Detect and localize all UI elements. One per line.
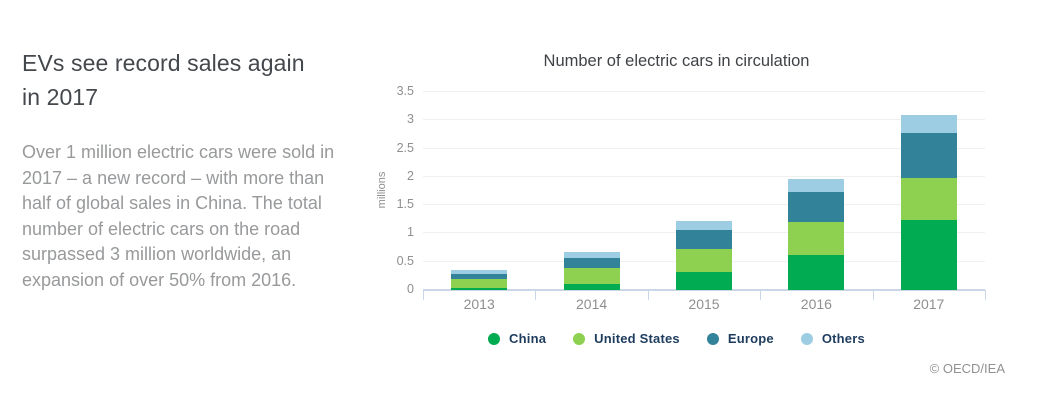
article-title: EVs see record sales again in 2017 (22, 50, 305, 110)
stacked-bar-2015[interactable] (675, 221, 732, 290)
y-tick-label-3.5: 3.5 (396, 84, 414, 98)
bar-group-2013 (423, 92, 535, 290)
legend-dot-icon (800, 332, 813, 345)
legend-label: Europe (727, 331, 774, 346)
legend-item-china[interactable]: China (488, 331, 546, 346)
bar-group-2015 (648, 92, 760, 290)
legend-label: Others (821, 331, 865, 346)
y-tick-label-2.5: 2.5 (396, 140, 414, 155)
article-body: Over 1 million electric cars were sold i… (22, 142, 335, 290)
stacked-bar-2016[interactable] (788, 178, 845, 290)
y-tick-label-0: 0 (407, 282, 414, 296)
x-tick-label-2016: 2016 (800, 296, 832, 312)
bar-segment-europe-2016[interactable] (788, 191, 845, 223)
bar-segment-united-states-2014[interactable] (563, 267, 620, 285)
gridline-y-2 (423, 175, 985, 177)
bar-group-2016 (760, 92, 872, 290)
bar-segment-europe-2017[interactable] (900, 132, 957, 178)
x-axis-tick (647, 290, 649, 300)
x-axis-tick (872, 290, 874, 300)
copyright-note: © OECD/IEA (929, 361, 1005, 376)
bar-segment-europe-2015[interactable] (675, 230, 732, 250)
gridline-y-3.5 (423, 91, 985, 92)
bar-segment-china-2016[interactable] (788, 254, 845, 290)
chart-legend: China United States Europe Others (368, 331, 985, 346)
x-axis-line (423, 289, 985, 291)
x-tick-label-2014: 2014 (576, 296, 608, 312)
x-axis-tick (535, 290, 537, 300)
bar-segment-china-2015[interactable] (675, 271, 732, 290)
legend-label: China (509, 331, 547, 346)
bar-segment-others-2015[interactable] (675, 221, 732, 231)
bar-segment-europe-2013[interactable] (451, 274, 508, 279)
gridline-y-1.5 (423, 204, 985, 206)
bar-segment-china-2013[interactable] (451, 288, 508, 290)
bar-segment-united-states-2013[interactable] (451, 278, 508, 289)
y-tick-label-2: 2 (407, 168, 414, 183)
legend-item-others[interactable]: Others (800, 331, 865, 346)
gridline-y-3 (423, 119, 985, 121)
legend-item-united-states[interactable]: United States (573, 331, 680, 346)
chart-title: Number of electric cars in circulation (543, 52, 810, 70)
x-axis-tick (423, 290, 424, 300)
bar-segment-china-2014[interactable] (563, 284, 620, 290)
ev-stock-chart: Number of electric cars in circulation m… (368, 50, 1008, 380)
legend-dot-icon (488, 332, 501, 345)
bar-group-2014 (535, 92, 647, 290)
legend-dot-icon (573, 332, 586, 345)
article-panel: EVs see record sales again in 2017 Over … (22, 46, 352, 293)
bar-segment-united-states-2016[interactable] (788, 222, 845, 255)
bar-segment-others-2017[interactable] (900, 115, 957, 133)
plot-area (423, 91, 985, 291)
legend-label: United States (594, 331, 680, 346)
y-tick-label-3: 3 (407, 112, 414, 127)
gridline-y-2.5 (423, 147, 985, 149)
x-tick-label-2015: 2015 (688, 296, 720, 312)
legend-item-europe[interactable]: Europe (706, 331, 774, 346)
bar-segment-china-2017[interactable] (900, 220, 957, 290)
y-tick-label-1.5: 1.5 (396, 197, 414, 212)
bar-segment-others-2016[interactable] (788, 178, 845, 192)
y-tick-label-1: 1 (407, 225, 414, 240)
x-axis-tick (760, 290, 762, 300)
bar-segment-others-2014[interactable] (563, 252, 620, 258)
stacked-bar-2014[interactable] (563, 252, 620, 290)
y-tick-label-0.5: 0.5 (396, 253, 414, 268)
bar-segment-others-2013[interactable] (451, 269, 508, 275)
legend-dot-icon (706, 332, 719, 345)
bar-segment-united-states-2015[interactable] (675, 249, 732, 272)
bar-segment-united-states-2017[interactable] (900, 178, 957, 221)
stacked-bar-2013[interactable] (451, 269, 508, 290)
x-tick-label-2017: 2017 (913, 296, 945, 312)
bar-segment-europe-2014[interactable] (563, 257, 620, 268)
stacked-bar-2017[interactable] (900, 115, 957, 290)
x-axis-tick (985, 290, 986, 300)
x-tick-label-2013: 2013 (463, 296, 495, 312)
bar-group-2017 (873, 92, 985, 290)
